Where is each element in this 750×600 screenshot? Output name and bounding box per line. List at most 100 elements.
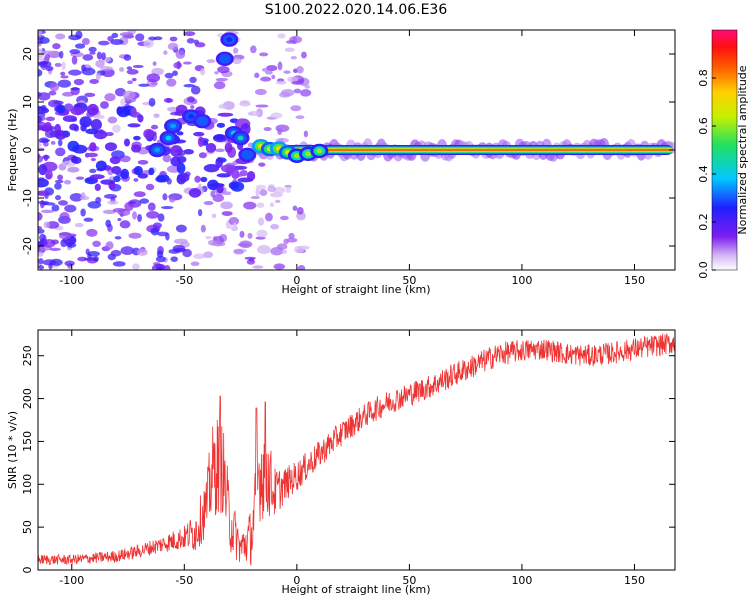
snr-ticks: -100 -50 0 50 100 150 0 50 100 150 200 250: [21, 330, 675, 587]
noise-blob: [101, 52, 106, 61]
signal-blob: [38, 178, 49, 188]
noise-blob: [104, 93, 116, 102]
noise-blob: [107, 200, 119, 205]
signal-blob: [87, 103, 99, 116]
signal-blob: [111, 166, 122, 175]
noise-blob: [59, 232, 72, 240]
noise-blob: [169, 111, 181, 116]
track-point: [244, 152, 251, 158]
noise-blob: [156, 250, 164, 258]
spectrogram-ytick-label: 20: [21, 47, 34, 61]
noise-blob: [172, 244, 186, 252]
signal-blob: [176, 172, 190, 183]
noise-blob: [64, 204, 77, 213]
noise-blob: [283, 238, 289, 245]
signal-blob: [205, 142, 217, 153]
noise-blob: [173, 62, 183, 69]
noise-blob: [162, 154, 172, 163]
noise-blob: [270, 112, 283, 119]
colorbar-gradient: [711, 29, 738, 271]
spectrogram-ytick-label: 0: [21, 147, 34, 154]
noise-blob: [170, 256, 179, 262]
noise-blob: [138, 83, 150, 87]
noise-blob: [293, 88, 301, 94]
signal-blob: [54, 129, 67, 140]
snr-ytick-label: 0: [21, 567, 34, 574]
noise-blob: [54, 179, 64, 184]
signal-blob: [69, 123, 79, 131]
noise-blob: [95, 72, 101, 81]
noise-blob: [59, 212, 70, 221]
noise-blob: [293, 245, 305, 254]
noise-blob: [119, 32, 134, 37]
noise-blob: [38, 48, 43, 52]
signal-blob: [230, 181, 245, 192]
signal-blob: [62, 115, 78, 122]
track-point: [226, 37, 233, 42]
noise-blob: [220, 201, 233, 210]
noise-blob: [152, 61, 157, 66]
noise-blob: [250, 45, 257, 54]
noise-blob: [167, 42, 179, 51]
noise-blob: [120, 246, 135, 255]
noise-blob: [255, 104, 269, 108]
noise-blob: [135, 33, 145, 42]
signal-blob: [109, 156, 121, 165]
noise-blob: [155, 255, 166, 263]
noise-blob: [139, 198, 150, 204]
noise-blob: [270, 223, 280, 230]
signal-blob: [224, 142, 233, 153]
noise-blob: [112, 207, 126, 213]
noise-blob: [211, 213, 217, 219]
noise-blob: [87, 201, 102, 209]
noise-blob: [75, 43, 86, 49]
signal-blob: [56, 104, 66, 114]
noise-blob: [232, 222, 238, 230]
noise-blob: [248, 257, 255, 262]
noise-blob: [136, 248, 148, 256]
signal-blob: [70, 107, 85, 116]
noise-blob: [112, 124, 121, 133]
noise-blob: [42, 259, 56, 266]
noise-blob: [92, 240, 101, 248]
noise-blob: [163, 98, 174, 103]
noise-blob: [182, 61, 192, 65]
noise-blob: [126, 69, 139, 75]
signal-blob: [67, 140, 80, 152]
noise-blob: [175, 224, 187, 233]
noise-blob: [203, 200, 214, 206]
noise-blob: [150, 124, 159, 130]
noise-blob: [132, 64, 144, 69]
noise-blob: [57, 79, 72, 88]
noise-blob: [255, 184, 267, 190]
noise-blob: [157, 213, 165, 222]
noise-blob: [153, 113, 160, 118]
noise-blob: [287, 76, 299, 83]
noise-blob: [38, 212, 43, 221]
noise-blob: [275, 80, 287, 85]
noise-blob: [43, 221, 51, 229]
noise-blob: [239, 230, 245, 238]
noise-blob: [285, 40, 296, 44]
colorbar-label: Normalized spectral amplitude: [736, 65, 749, 234]
noise-blob: [73, 78, 85, 86]
spectrogram-xtick-label: -100: [59, 274, 84, 287]
signal-blob: [215, 158, 223, 168]
noise-blob: [280, 89, 295, 97]
noise-blob: [137, 213, 142, 223]
noise-blob: [296, 207, 304, 215]
noise-blob: [228, 217, 240, 226]
noise-blob: [38, 143, 42, 147]
noise-blob: [266, 65, 278, 72]
noise-blob: [291, 80, 304, 85]
noise-blob: [303, 130, 308, 138]
noise-blob: [217, 65, 230, 74]
signal-blob: [120, 168, 130, 180]
noise-blob: [64, 260, 75, 267]
noise-blob: [290, 105, 302, 112]
noise-blob: [277, 128, 283, 135]
noise-blob: [284, 47, 295, 53]
spectrogram-ytick-label: 10: [21, 95, 34, 109]
noise-blob: [156, 267, 164, 270]
